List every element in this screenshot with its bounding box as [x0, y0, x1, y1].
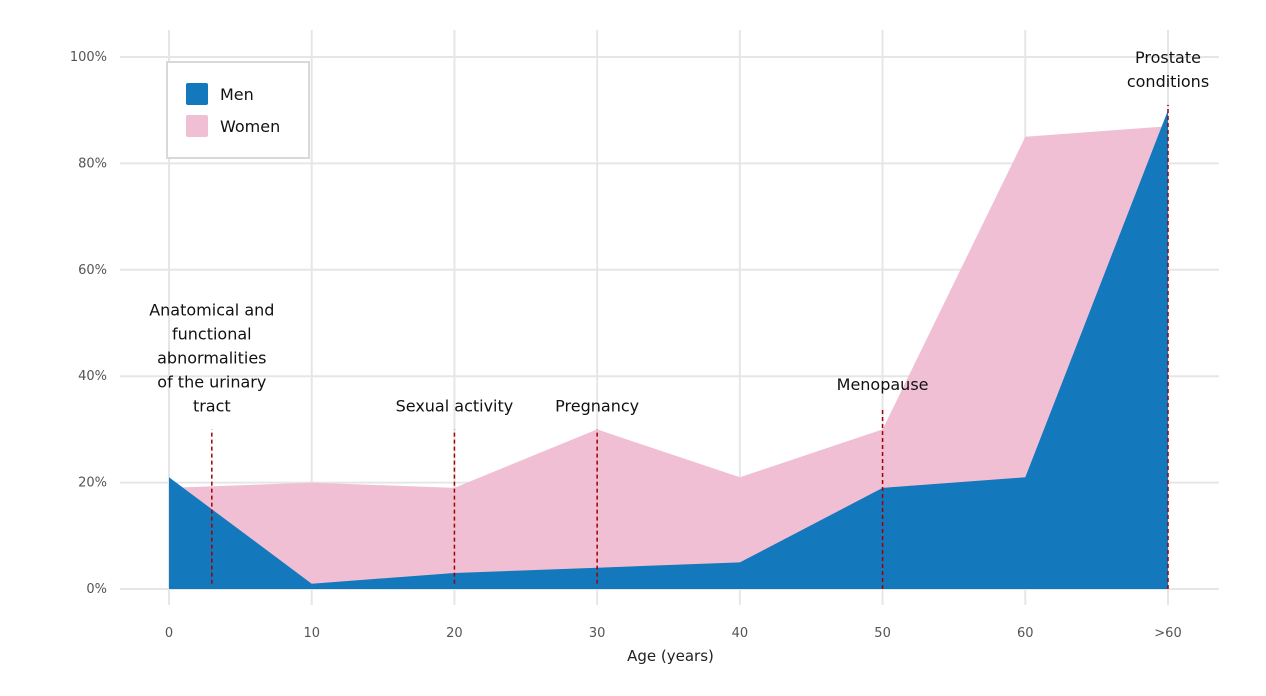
y-tick-label: 100% — [70, 50, 107, 65]
y-tick-label: 80% — [78, 156, 107, 171]
x-tick-label: 0 — [165, 626, 173, 641]
annotation-label: Sexual activity — [396, 396, 514, 415]
annotation-label: Menopause — [837, 375, 929, 394]
x-tick-label: 50 — [874, 626, 891, 641]
x-tick-label: 30 — [589, 626, 606, 641]
annotation-label: Prostate — [1135, 48, 1201, 67]
x-tick-label: 60 — [1017, 626, 1034, 641]
annotation-label: abnormalities — [157, 348, 266, 367]
x-tick-label: >60 — [1154, 626, 1181, 641]
annotation-label: conditions — [1127, 72, 1209, 91]
annotation-label: Anatomical and — [149, 300, 274, 319]
area-men — [169, 110, 1168, 589]
x-tick-label: 10 — [303, 626, 320, 641]
legend-label-women: Women — [220, 117, 280, 136]
x-tick-label: 20 — [446, 626, 463, 641]
annotation-label: Pregnancy — [555, 396, 639, 415]
legend-swatch-men — [186, 83, 208, 105]
annotation-label: of the urinary — [157, 372, 266, 391]
x-axis-title: Age (years) — [627, 647, 714, 665]
y-tick-label: 40% — [78, 369, 107, 384]
y-tick-label: 0% — [86, 582, 107, 597]
y-tick-label: 20% — [78, 476, 107, 491]
legend: Men Women — [166, 61, 310, 159]
series-areas — [169, 110, 1168, 589]
annotation-label: functional — [172, 324, 252, 343]
area-women — [169, 126, 1168, 589]
legend-label-men: Men — [220, 85, 254, 104]
y-tick-label: 60% — [78, 263, 107, 278]
legend-swatch-women — [186, 115, 208, 137]
annotation-lines — [211, 104, 1169, 589]
annotation-labels: Anatomical and functional abnormalities of … — [149, 48, 1209, 416]
annotation-label: tract — [193, 396, 231, 415]
legend-box — [166, 61, 310, 159]
x-tick-label: 40 — [732, 626, 749, 641]
axes: 0% 20% 40% 60% 80% 100% 0 10 20 30 40 50 60 >60 Age (y… — [70, 50, 1182, 665]
